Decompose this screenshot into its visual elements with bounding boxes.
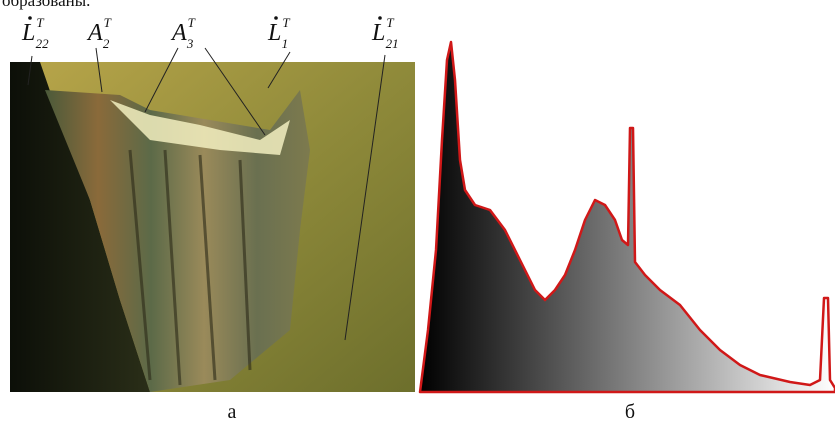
label-sub: 22 — [36, 36, 50, 51]
figure: образованы. LT22AT2AT3LT1LT21 а б — [0, 0, 835, 430]
page: образованы. LT22AT2AT3LT1LT21 а б (() =>… — [0, 0, 835, 430]
photo-label: LT 1 — [267, 15, 290, 51]
label-sup: T — [188, 15, 196, 30]
label-base: A — [86, 20, 103, 46]
label-base: A — [170, 20, 187, 46]
label-dot — [274, 16, 278, 20]
label-sup: T — [282, 15, 290, 30]
caption: б — [625, 401, 635, 423]
label-base: L — [267, 20, 281, 46]
label-sup: T — [386, 15, 394, 30]
label-sup: T — [36, 15, 44, 30]
label-base: L — [21, 20, 35, 46]
label-dot — [28, 16, 32, 20]
label-dot — [378, 16, 382, 20]
label-sub: 1 — [282, 36, 289, 51]
photo — [10, 62, 415, 392]
photo-label: LT 22 — [21, 15, 49, 51]
photo-label: AT 2 — [86, 15, 112, 51]
caption: а — [228, 401, 237, 423]
label-sub: 2 — [103, 36, 110, 51]
photo-label: LT 21 — [371, 15, 399, 51]
histogram — [420, 42, 835, 392]
histogram-shape — [420, 42, 835, 392]
photo-label: AT 3 — [170, 15, 196, 51]
label-sup: T — [104, 15, 112, 30]
label-sub: 21 — [386, 36, 399, 51]
label-sub: 3 — [186, 36, 194, 51]
label-base: L — [371, 20, 385, 46]
top-text: образованы. — [2, 0, 90, 10]
